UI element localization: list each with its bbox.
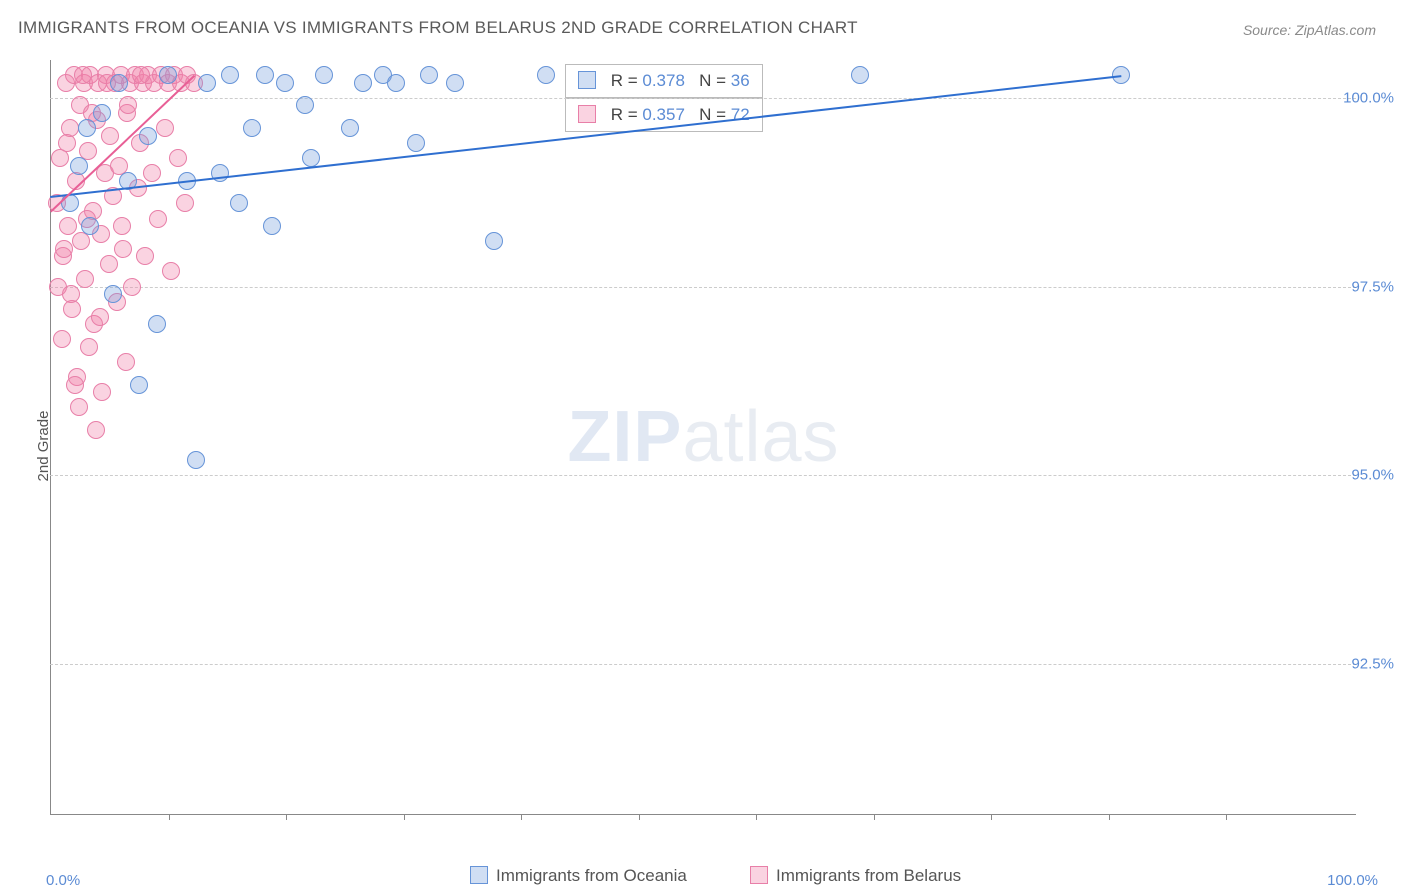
y-tick-label: 92.5% bbox=[1351, 656, 1394, 673]
gridline bbox=[50, 98, 1356, 99]
scatter-point bbox=[91, 308, 109, 326]
scatter-point bbox=[81, 217, 99, 235]
scatter-point bbox=[136, 247, 154, 265]
scatter-point bbox=[130, 376, 148, 394]
scatter-point bbox=[354, 74, 372, 92]
scatter-point bbox=[407, 134, 425, 152]
legend-item-oceania: Immigrants from Oceania bbox=[470, 866, 687, 886]
y-tick-label: 97.5% bbox=[1351, 278, 1394, 295]
x-tick bbox=[404, 814, 405, 820]
x-tick bbox=[991, 814, 992, 820]
scatter-point bbox=[70, 157, 88, 175]
scatter-point bbox=[446, 74, 464, 92]
scatter-point bbox=[139, 127, 157, 145]
scatter-point bbox=[110, 74, 128, 92]
scatter-point bbox=[62, 285, 80, 303]
scatter-point bbox=[420, 66, 438, 84]
swatch-belarus-icon bbox=[750, 866, 768, 884]
scatter-point bbox=[100, 255, 118, 273]
scatter-point bbox=[187, 451, 205, 469]
scatter-point bbox=[87, 421, 105, 439]
gridline bbox=[50, 664, 1356, 665]
x-tick bbox=[639, 814, 640, 820]
swatch-oceania-icon bbox=[470, 866, 488, 884]
scatter-point bbox=[198, 74, 216, 92]
scatter-point bbox=[148, 315, 166, 333]
scatter-point bbox=[59, 217, 77, 235]
scatter-point bbox=[159, 66, 177, 84]
scatter-point bbox=[123, 278, 141, 296]
scatter-point bbox=[162, 262, 180, 280]
scatter-point bbox=[263, 217, 281, 235]
scatter-point bbox=[78, 119, 96, 137]
scatter-point bbox=[117, 353, 135, 371]
y-tick-label: 95.0% bbox=[1351, 467, 1394, 484]
scatter-point bbox=[80, 338, 98, 356]
scatter-point bbox=[76, 270, 94, 288]
x-tick bbox=[874, 814, 875, 820]
x-axis-max-label: 100.0% bbox=[1327, 872, 1378, 889]
scatter-point bbox=[70, 398, 88, 416]
watermark: ZIPatlas bbox=[567, 396, 839, 478]
scatter-point bbox=[221, 66, 239, 84]
scatter-point bbox=[315, 66, 333, 84]
x-axis-min-label: 0.0% bbox=[46, 872, 80, 889]
scatter-point bbox=[55, 240, 73, 258]
scatter-point bbox=[296, 96, 314, 114]
scatter-point bbox=[114, 240, 132, 258]
gridline bbox=[50, 475, 1356, 476]
scatter-point bbox=[230, 194, 248, 212]
scatter-point bbox=[387, 74, 405, 92]
x-tick bbox=[1109, 814, 1110, 820]
scatter-point bbox=[276, 74, 294, 92]
swatch-belarus-icon bbox=[578, 105, 596, 123]
scatter-point bbox=[176, 194, 194, 212]
source-attribution: Source: ZipAtlas.com bbox=[1243, 22, 1376, 38]
scatter-point bbox=[537, 66, 555, 84]
scatter-point bbox=[104, 285, 122, 303]
swatch-oceania-icon bbox=[578, 71, 596, 89]
scatter-point bbox=[851, 66, 869, 84]
scatter-point bbox=[53, 330, 71, 348]
scatter-point bbox=[119, 96, 137, 114]
scatter-point bbox=[143, 164, 161, 182]
scatter-point bbox=[243, 119, 261, 137]
stat-box-series-1: R = 0.378 N = 36 bbox=[565, 64, 763, 98]
scatter-point bbox=[93, 104, 111, 122]
scatter-point bbox=[149, 210, 167, 228]
x-tick bbox=[756, 814, 757, 820]
legend-item-belarus: Immigrants from Belarus bbox=[750, 866, 961, 886]
scatter-point bbox=[113, 217, 131, 235]
gridline bbox=[50, 287, 1356, 288]
scatter-point bbox=[66, 376, 84, 394]
x-tick bbox=[286, 814, 287, 820]
chart-title: IMMIGRANTS FROM OCEANIA VS IMMIGRANTS FR… bbox=[18, 18, 858, 38]
scatter-point bbox=[169, 149, 187, 167]
x-tick bbox=[521, 814, 522, 820]
scatter-point bbox=[58, 134, 76, 152]
scatter-point bbox=[132, 66, 150, 84]
scatter-point bbox=[485, 232, 503, 250]
scatter-point bbox=[74, 66, 92, 84]
scatter-point bbox=[302, 149, 320, 167]
x-tick bbox=[1226, 814, 1227, 820]
x-tick bbox=[169, 814, 170, 820]
scatter-point bbox=[93, 383, 111, 401]
scatter-point bbox=[341, 119, 359, 137]
scatter-point bbox=[156, 119, 174, 137]
scatter-point bbox=[101, 127, 119, 145]
y-tick-label: 100.0% bbox=[1343, 89, 1394, 106]
scatter-point bbox=[256, 66, 274, 84]
